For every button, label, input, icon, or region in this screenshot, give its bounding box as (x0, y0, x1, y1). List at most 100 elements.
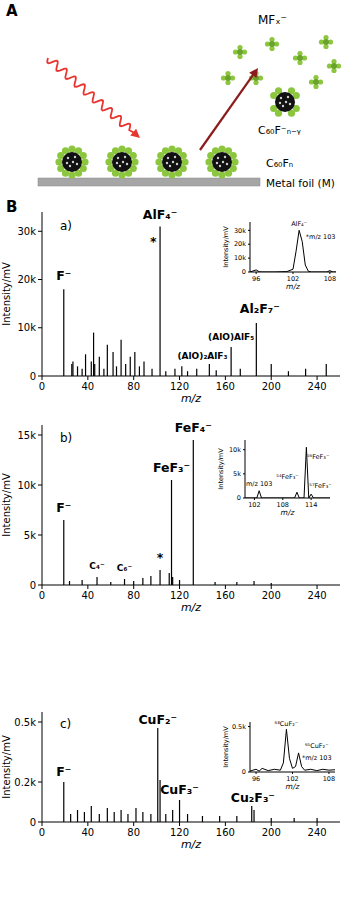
diagram-label: Metal foil (M) (266, 177, 335, 189)
peak (288, 371, 289, 376)
x-tick-label: 40 (81, 590, 94, 601)
x-tick-label: 96 (252, 275, 260, 283)
metal-foil (38, 178, 260, 186)
y-tick (38, 279, 42, 280)
x-tick (87, 376, 88, 380)
peak (133, 581, 134, 585)
y-axis (42, 212, 43, 376)
fluorine-atom (105, 158, 112, 165)
x-tick (317, 822, 318, 826)
peak (77, 810, 78, 822)
metal-atom (331, 63, 337, 69)
desorption-arrow (200, 74, 254, 150)
x-tick-label: 200 (262, 827, 281, 838)
cage-atom (167, 157, 169, 159)
y-axis (42, 425, 43, 585)
c60fn-molecule (155, 145, 188, 178)
fluorine-atom (118, 145, 125, 152)
peak (116, 366, 117, 376)
y-tick-label: 0 (30, 817, 36, 828)
fluorine-atom (68, 145, 75, 152)
peak (271, 583, 272, 585)
cage-atom (69, 165, 71, 167)
peak (70, 814, 71, 822)
x-tick-label: 80 (127, 381, 140, 392)
peak-label: AlF₄⁻ (143, 207, 178, 222)
x-tick (179, 585, 180, 589)
diagram-label: C₆₀Fₙ (266, 157, 293, 170)
cage-atom (76, 163, 78, 165)
x-tick-label: 240 (308, 381, 327, 392)
c60-cage (275, 92, 295, 112)
x-axis-label: m/z (286, 782, 301, 791)
peak (172, 810, 173, 822)
cage-atom (289, 103, 291, 105)
marks (250, 230, 336, 272)
y-tick (38, 231, 42, 232)
peak-label: (AlO)AlF₅ (208, 332, 254, 342)
peak (130, 357, 131, 376)
cage-atom (217, 157, 219, 159)
cage-atom (117, 157, 119, 159)
axes: 10210811405k10km/zIntensity/mV (217, 440, 330, 517)
x-tick (317, 585, 318, 589)
fluorine-atom (118, 171, 125, 178)
x-axis (42, 585, 340, 586)
x-tick (133, 376, 134, 380)
peak (231, 347, 232, 376)
panel-label: B (6, 198, 17, 216)
cage-atom (72, 161, 74, 163)
fluorine-atom (168, 171, 175, 178)
spectrum-chart: 0408012016020024005k10k15km/zIntensity/m… (1, 420, 340, 614)
c60-cage (162, 152, 182, 172)
peak (236, 582, 237, 585)
y-axis (245, 440, 246, 498)
x-tick-label: 240 (308, 827, 327, 838)
c60-cage (212, 152, 232, 172)
cage-atom (67, 157, 69, 159)
peak (253, 810, 254, 822)
x-tick (317, 376, 318, 380)
fluorine-atom (68, 171, 75, 178)
peak-label: * (150, 234, 157, 249)
x-tick-label: 0 (39, 590, 45, 601)
fluorine-atom (131, 158, 138, 165)
y-tick-label: 0 (242, 768, 246, 776)
y-tick-label: 10k (17, 480, 36, 491)
c60-cage (112, 152, 132, 172)
c60fn-molecule (270, 87, 300, 117)
cage-atom (116, 162, 118, 164)
peak-label: ⁵⁶FeF₃⁻ (307, 453, 329, 461)
cage-atom (66, 162, 68, 164)
metal-atom (313, 79, 319, 85)
y-tick (38, 327, 42, 328)
x-tick-label: 160 (216, 590, 235, 601)
metal-atom (323, 39, 329, 45)
metal-fluoride-cluster (309, 75, 323, 89)
x-tick (87, 585, 88, 589)
y-axis (42, 712, 43, 822)
peak (63, 289, 64, 376)
laser-beam (47, 58, 134, 133)
peak (165, 814, 166, 822)
peak-label: FeF₄⁻ (175, 420, 212, 435)
marks (250, 729, 335, 771)
peak (85, 354, 86, 376)
x-axis-label: m/z (286, 282, 301, 291)
peak (179, 800, 180, 822)
y-tick (243, 498, 245, 499)
peak-label: m/z 103 (246, 480, 272, 488)
y-tick-label: 30k (234, 227, 246, 235)
c60fn-molecule (205, 145, 238, 178)
peak (159, 226, 160, 376)
y-axis-label: Intensity/mV (1, 262, 12, 326)
peak (94, 364, 95, 376)
y-tick-label: 0.5k (232, 723, 246, 731)
x-tick (271, 585, 272, 589)
inset-chart: 10210811405k10km/zIntensity/mVm/z 103⁵⁴F… (217, 440, 332, 517)
peak-label: ⁶⁵CuF₂⁻ (305, 742, 329, 750)
peak (150, 576, 151, 585)
annotations: m/z 103⁵⁴FeF₃⁻⁵⁶FeF₃⁻⁵⁷FeF₃⁻ (246, 453, 332, 490)
y-tick-label: 30k (17, 226, 36, 237)
spectrum-chart: 04080120160200240010k20k30km/zIntensity/… (1, 207, 340, 405)
